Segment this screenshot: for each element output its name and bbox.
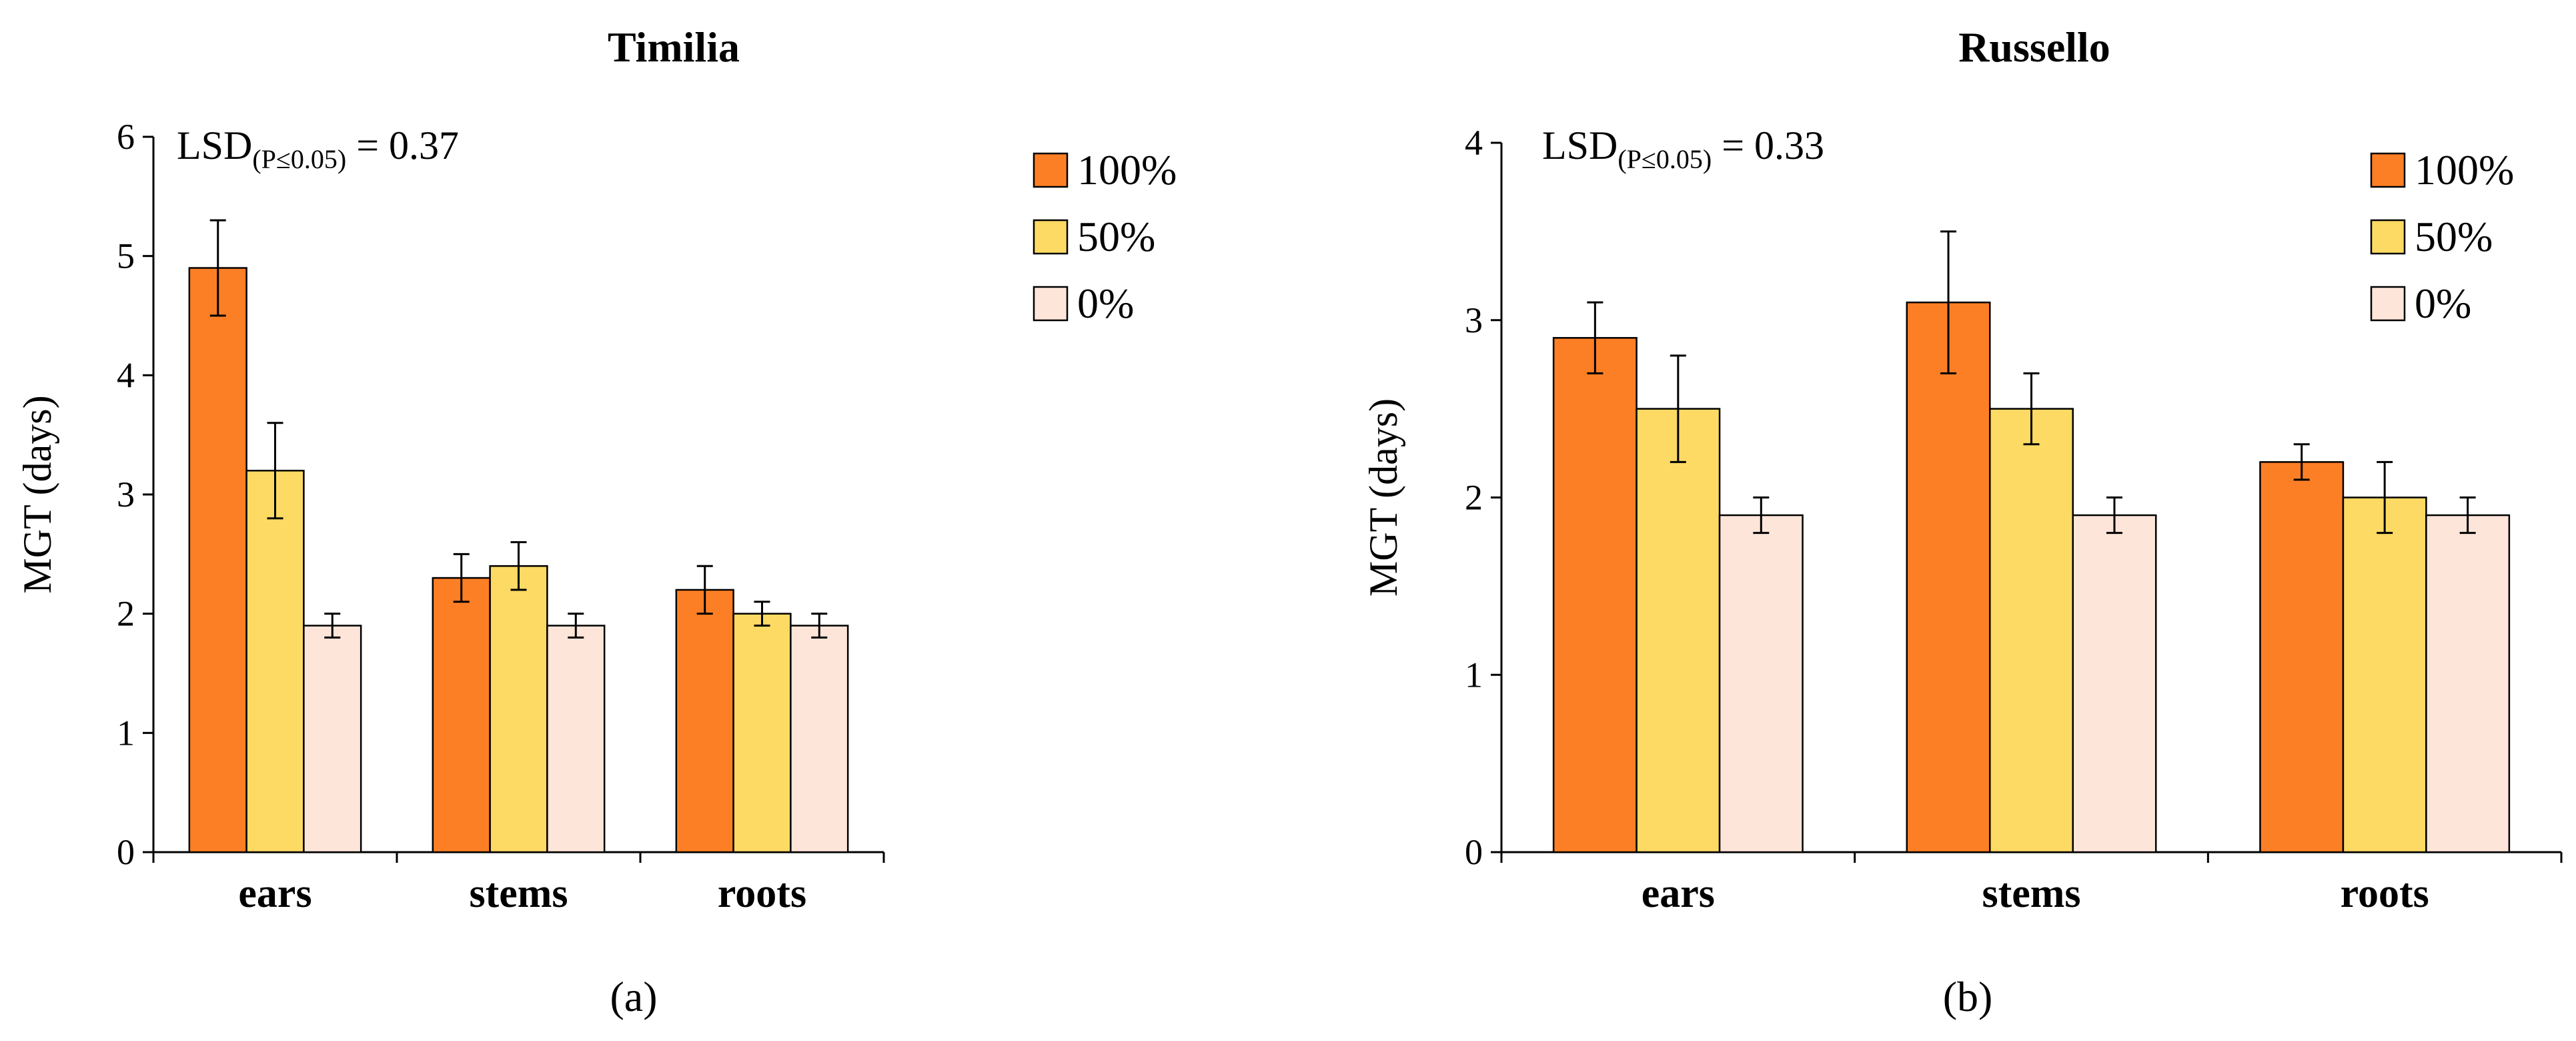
y-axis-label: MGT (days) — [15, 395, 59, 593]
bar-ears-50% — [245, 470, 305, 853]
legend-label: 100% — [2415, 146, 2514, 194]
error-bar-roots-0% — [2459, 496, 2476, 535]
legend-swatch-0% — [1033, 286, 1069, 322]
lsd-annotation: LSD(P≤0.05) = 0.37 — [177, 123, 459, 174]
x-category-label: roots — [718, 871, 806, 916]
error-bar-stems-0% — [568, 613, 584, 639]
error-bar-ears-50% — [1670, 354, 1686, 463]
lsd-subscript: (P≤0.05) — [252, 144, 346, 174]
error-bar-roots-0% — [811, 613, 828, 639]
bar-roots-100% — [2259, 461, 2345, 853]
y-tick-label: 1 — [1465, 655, 1483, 695]
y-axis-label: MGT (days) — [1361, 398, 1405, 597]
y-tick-label: 4 — [117, 355, 135, 395]
bar-stems-0% — [546, 625, 606, 853]
error-bar-stems-100% — [453, 553, 470, 603]
bar-stems-100% — [432, 577, 491, 853]
error-bar-stems-100% — [1940, 230, 1957, 374]
bar-roots-50% — [732, 613, 792, 853]
bar-ears-100% — [188, 267, 247, 853]
error-bar-stems-0% — [2106, 496, 2122, 535]
bar-stems-0% — [2072, 514, 2157, 853]
bar-roots-50% — [2342, 496, 2427, 853]
error-bar-stems-50% — [510, 541, 527, 591]
bar-stems-50% — [1989, 408, 2074, 853]
legend-swatch-50% — [1033, 219, 1069, 255]
x-category-label: stems — [1982, 871, 2080, 916]
y-tick-label: 5 — [117, 236, 135, 276]
panel-label: (a) — [610, 973, 657, 1020]
bar-stems-100% — [1906, 301, 1991, 853]
y-tick-label: 0 — [1465, 832, 1483, 872]
error-bar-roots-50% — [2377, 460, 2393, 535]
x-category-label: ears — [238, 871, 311, 916]
legend-label: 50% — [2415, 213, 2493, 260]
legend-label: 0% — [2415, 280, 2471, 327]
legend-swatch-100% — [1033, 152, 1069, 188]
y-tick-label: 6 — [117, 117, 135, 157]
error-bar-roots-100% — [2293, 443, 2310, 481]
legend-swatch-50% — [2370, 219, 2406, 255]
x-category-label: ears — [1642, 871, 1715, 916]
error-bar-ears-50% — [267, 422, 283, 520]
bar-ears-100% — [1552, 337, 1638, 853]
lsd-value: = 0.37 — [346, 123, 459, 167]
legend: 100% 50% 0% — [2370, 146, 2514, 327]
panel-label: (b) — [1943, 973, 1993, 1020]
lsd-main: LSD — [177, 123, 252, 167]
y-tick-label: 3 — [1465, 300, 1483, 340]
y-tick-label: 2 — [1465, 478, 1483, 518]
chart-title: Russello — [1958, 23, 2110, 71]
chart-title: Timilia — [608, 23, 740, 71]
bar-ears-0% — [303, 625, 362, 853]
y-tick-label: 4 — [1465, 123, 1483, 163]
bar-stems-50% — [489, 565, 548, 853]
x-category-label: stems — [469, 871, 568, 916]
legend-label: 50% — [1077, 213, 1155, 260]
bar-ears-50% — [1636, 408, 1721, 853]
chart-panel-2: Russello 0 1 2 3 4 MGT (days) ears stems roots LSD… — [1361, 23, 2563, 1020]
x-category-label: roots — [2341, 871, 2429, 916]
legend: 100% 50% 0% — [1033, 146, 1177, 327]
bar-roots-100% — [675, 589, 734, 853]
bar-ears-0% — [1718, 514, 1804, 853]
error-bar-ears-0% — [1753, 496, 1770, 535]
lsd-subscript: (P≤0.05) — [1618, 144, 1712, 174]
legend-label: 100% — [1077, 146, 1177, 194]
bar-roots-0% — [2425, 514, 2511, 853]
lsd-value: = 0.33 — [1712, 123, 1824, 167]
error-bar-stems-50% — [2023, 372, 2040, 446]
error-bar-ears-0% — [324, 613, 341, 639]
error-bar-roots-50% — [754, 601, 770, 627]
bar-roots-0% — [790, 625, 849, 853]
lsd-main: LSD — [1542, 123, 1618, 167]
y-tick-label: 0 — [117, 832, 135, 872]
y-tick-label: 2 — [117, 594, 135, 634]
error-bar-ears-100% — [1587, 301, 1603, 374]
legend-swatch-0% — [2370, 286, 2406, 322]
error-bar-roots-100% — [696, 565, 713, 615]
y-tick-label: 1 — [117, 713, 135, 753]
error-bar-ears-100% — [209, 219, 226, 317]
y-tick-label: 3 — [117, 474, 135, 514]
legend-swatch-100% — [2370, 152, 2406, 188]
lsd-annotation: LSD(P≤0.05) = 0.33 — [1542, 123, 1824, 174]
chart-panel-1: Timilia 0 1 2 3 4 5 6 MGT (days) ears stems roots LS… — [15, 23, 1177, 1020]
legend-label: 0% — [1077, 280, 1134, 327]
